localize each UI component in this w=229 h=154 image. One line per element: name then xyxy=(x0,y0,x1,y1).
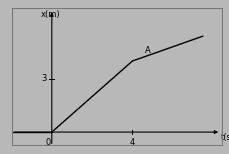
Text: x(m): x(m) xyxy=(41,10,60,19)
Text: 0: 0 xyxy=(45,138,50,147)
Text: 3: 3 xyxy=(41,74,46,83)
Text: 4: 4 xyxy=(129,138,134,147)
Bar xyxy=(11,8,222,146)
Text: A: A xyxy=(144,46,150,55)
Text: t(s): t(s) xyxy=(220,133,229,142)
